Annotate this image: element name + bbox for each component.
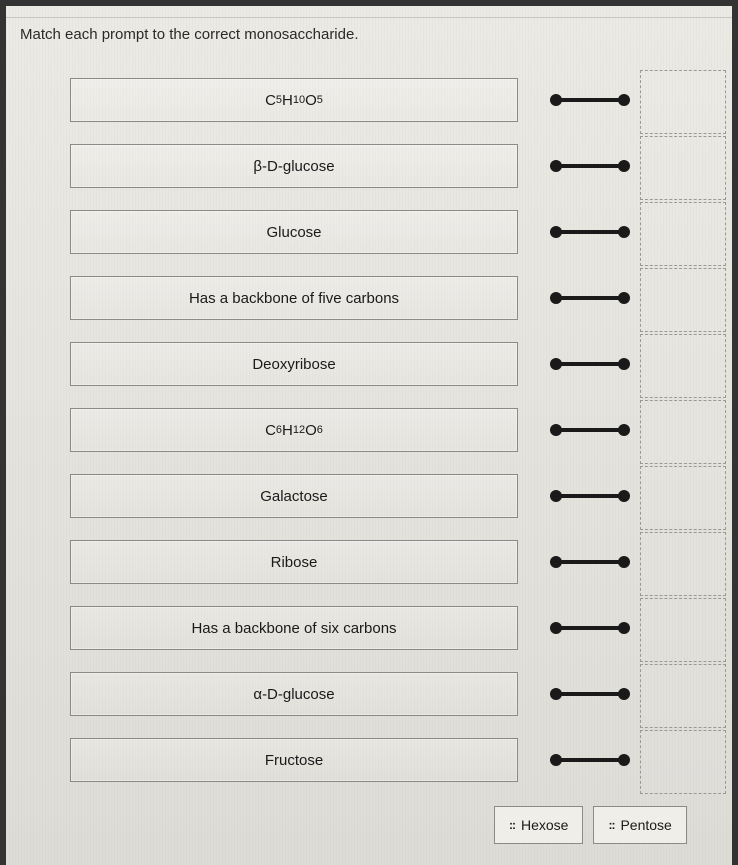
connector-dot-left	[550, 556, 562, 568]
answer-chip-label: Pentose	[620, 817, 671, 833]
prompt-box[interactable]: β-D-glucose	[70, 144, 518, 188]
connector[interactable]	[550, 672, 630, 716]
connector-dot-right	[618, 424, 630, 436]
connector-dot-right	[618, 292, 630, 304]
connector-bar	[556, 230, 624, 234]
connector-dot-right	[618, 622, 630, 634]
drop-slot[interactable]	[640, 532, 726, 596]
connector-dot-left	[550, 688, 562, 700]
drop-slot[interactable]	[640, 334, 726, 398]
connector-dot-right	[618, 94, 630, 106]
connector[interactable]	[550, 342, 630, 386]
connector-dot-left	[550, 754, 562, 766]
connector-bar	[556, 362, 624, 366]
connector-dot-left	[550, 490, 562, 502]
drop-slot[interactable]	[640, 70, 726, 134]
connector-bar	[556, 560, 624, 564]
top-divider	[6, 6, 732, 18]
connector-dot-left	[550, 292, 562, 304]
connector-dot-right	[618, 688, 630, 700]
prompt-box[interactable]: Has a backbone of six carbons	[70, 606, 518, 650]
connector-bar	[556, 98, 624, 102]
connector[interactable]	[550, 408, 630, 452]
connector-dot-left	[550, 226, 562, 238]
connector-bar	[556, 758, 624, 762]
prompt-box[interactable]: α-D-glucose	[70, 672, 518, 716]
prompt-box[interactable]: C5H10O5	[70, 78, 518, 122]
connector-dot-left	[550, 160, 562, 172]
connectors-column	[550, 78, 630, 782]
prompt-box[interactable]: Galactose	[70, 474, 518, 518]
connector-bar	[556, 494, 624, 498]
drop-slot[interactable]	[640, 730, 726, 794]
prompts-column: C5H10O5 β-D-glucose Glucose Has a backbone …	[70, 78, 518, 782]
connector-dot-right	[618, 226, 630, 238]
connector[interactable]	[550, 144, 630, 188]
connector[interactable]	[550, 540, 630, 584]
connector-dot-left	[550, 358, 562, 370]
connector[interactable]	[550, 78, 630, 122]
connector-dot-left	[550, 622, 562, 634]
prompt-box[interactable]: C6H12O6	[70, 408, 518, 452]
connector-dot-right	[618, 556, 630, 568]
drop-slot[interactable]	[640, 136, 726, 200]
prompt-box[interactable]: Ribose	[70, 540, 518, 584]
answer-chip-label: Hexose	[521, 817, 568, 833]
drag-grip-icon: ::	[509, 818, 515, 832]
connector-bar	[556, 692, 624, 696]
connector[interactable]	[550, 276, 630, 320]
instruction-text: Match each prompt to the correct monosac…	[20, 26, 359, 43]
answer-chips-row: ::Hexose::Pentose	[494, 806, 687, 844]
connector[interactable]	[550, 606, 630, 650]
connector-dot-right	[618, 490, 630, 502]
drag-grip-icon: ::	[608, 818, 614, 832]
connector-dot-right	[618, 160, 630, 172]
connector-dot-left	[550, 424, 562, 436]
prompt-box[interactable]: Fructose	[70, 738, 518, 782]
connector[interactable]	[550, 474, 630, 518]
answer-chip[interactable]: ::Hexose	[494, 806, 583, 844]
drop-slot[interactable]	[640, 268, 726, 332]
prompt-box[interactable]: Glucose	[70, 210, 518, 254]
connector-dot-right	[618, 358, 630, 370]
drop-slot[interactable]	[640, 400, 726, 464]
connector-bar	[556, 296, 624, 300]
prompt-box[interactable]: Deoxyribose	[70, 342, 518, 386]
answer-chip[interactable]: ::Pentose	[593, 806, 686, 844]
prompt-box[interactable]: Has a backbone of five carbons	[70, 276, 518, 320]
drop-slot[interactable]	[640, 466, 726, 530]
connector-bar	[556, 164, 624, 168]
drop-targets-column	[640, 70, 726, 796]
drop-slot[interactable]	[640, 598, 726, 662]
connector[interactable]	[550, 210, 630, 254]
drop-slot[interactable]	[640, 202, 726, 266]
connector-bar	[556, 428, 624, 432]
connector[interactable]	[550, 738, 630, 782]
connector-dot-left	[550, 94, 562, 106]
connector-bar	[556, 626, 624, 630]
connector-dot-right	[618, 754, 630, 766]
drop-slot[interactable]	[640, 664, 726, 728]
